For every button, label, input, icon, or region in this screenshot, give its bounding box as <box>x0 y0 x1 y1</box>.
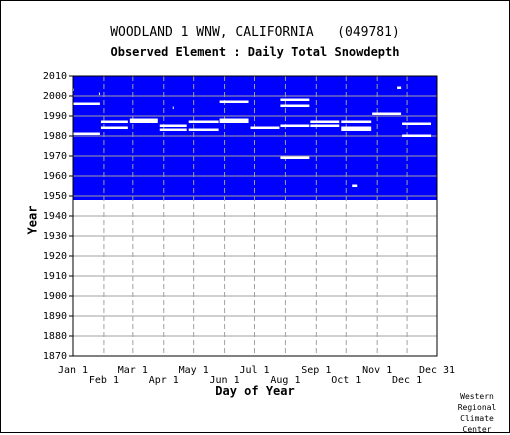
chart-title: WOODLAND 1 WNW, CALIFORNIA (049781) <box>110 25 400 40</box>
x-tick-label: Dec 31 <box>419 365 455 376</box>
missing-data-segment <box>73 102 100 105</box>
x-tick-label: Aug 1 <box>270 375 300 386</box>
y-tick-label: 1870 <box>43 351 67 362</box>
missing-data-segment <box>397 86 402 89</box>
y-tick-label: 1990 <box>43 111 67 122</box>
missing-data-segment <box>280 124 310 127</box>
missing-data-segment <box>250 126 280 129</box>
missing-data-segment <box>310 124 340 127</box>
missing-data-segment <box>352 184 358 187</box>
x-tick-label: Sep 1 <box>301 365 331 376</box>
missing-data-segment <box>73 132 100 135</box>
missing-data-segment <box>219 118 249 121</box>
y-tick-label: 1960 <box>43 171 67 182</box>
missing-data-segment <box>310 120 340 123</box>
x-tick-label: Nov 1 <box>362 365 392 376</box>
missing-data-segment <box>402 122 432 125</box>
x-tick-label: May 1 <box>179 365 209 376</box>
y-tick-label: 1940 <box>43 211 67 222</box>
missing-data-segment <box>159 128 187 131</box>
y-tick-label: 1970 <box>43 151 67 162</box>
credit-line: Center <box>462 425 492 434</box>
missing-data-segment <box>341 128 372 131</box>
missing-data-segment <box>372 112 402 115</box>
missing-data-segment <box>188 120 219 123</box>
x-tick-label: Oct 1 <box>331 375 361 386</box>
missing-data-segment <box>280 156 310 159</box>
missing-data-segment <box>172 106 174 109</box>
credit-line: Climate <box>460 414 494 423</box>
missing-data-segment <box>188 128 219 131</box>
missing-data-segment <box>100 126 128 129</box>
y-tick-label: 1890 <box>43 311 67 322</box>
missing-data-segment <box>100 120 128 123</box>
x-tick-label: Apr 1 <box>149 375 179 386</box>
y-tick-label: 1900 <box>43 291 67 302</box>
missing-data-segment <box>98 92 100 95</box>
missing-data-segment <box>129 120 158 123</box>
missing-data-segment <box>280 98 310 101</box>
x-tick-label: Feb 1 <box>89 375 119 386</box>
y-tick-label: 2010 <box>43 71 67 82</box>
credit-text: Western Regional Climate Center <box>447 391 507 435</box>
chart-subtitle: Observed Element : Daily Total Snowdepth <box>110 45 400 59</box>
missing-data-segment <box>159 124 187 127</box>
missing-data-segment <box>280 104 310 107</box>
y-tick-label: 1920 <box>43 251 67 262</box>
y-tick-label: 1950 <box>43 191 67 202</box>
missing-data-segment <box>219 100 249 103</box>
y-axis-label: Year <box>25 205 40 235</box>
x-axis-label: Day of Year <box>215 384 295 398</box>
y-tick-label: 2000 <box>43 91 67 102</box>
missing-data-segment <box>129 118 158 121</box>
y-tick-label: 1980 <box>43 131 67 142</box>
credit-line: Western <box>460 392 494 401</box>
credit-line: Regional <box>457 403 497 412</box>
y-tick-label: 1880 <box>43 331 67 342</box>
x-tick-label: Jan 1 <box>58 365 88 376</box>
y-tick-label: 1910 <box>43 271 67 282</box>
x-tick-label: Dec 1 <box>392 375 422 386</box>
x-tick-label: Jun 1 <box>210 375 240 386</box>
missing-data-segment <box>341 126 372 129</box>
missing-data-segment <box>341 120 372 123</box>
x-tick-label: Mar 1 <box>118 365 148 376</box>
missing-data-segment <box>219 120 249 123</box>
y-tick-label: 1930 <box>43 231 67 242</box>
missing-data-segment <box>402 134 432 137</box>
x-tick-label: Jul 1 <box>239 365 269 376</box>
